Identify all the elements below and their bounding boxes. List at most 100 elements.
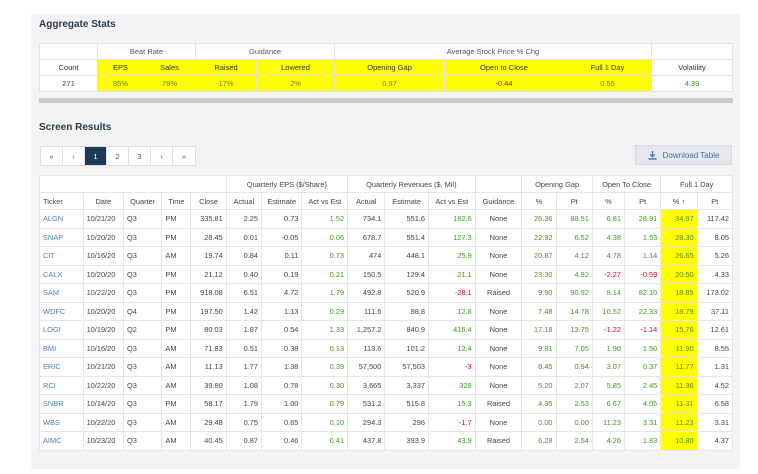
cell-ticker[interactable]: WBS	[39, 412, 84, 432]
cell-ticker[interactable]: ALGN	[39, 209, 84, 229]
cell-quarter: Q3	[123, 209, 163, 229]
cell-eps-act-vs-est: 1.52	[301, 209, 349, 229]
page-3-button[interactable]: 3	[129, 147, 151, 165]
cell-guidance: Raised	[474, 394, 523, 414]
cell-gap-pt: 6.52	[555, 227, 593, 247]
cell-time: PM	[161, 264, 192, 284]
pagination: « ‹ 1 2 3 › »	[40, 146, 196, 166]
cell-full-day-pct: 15.76	[660, 320, 698, 340]
cell-eps-actual: 0.40	[225, 264, 262, 284]
cell-otc-pct: 10.52	[591, 301, 626, 321]
first-page-button[interactable]: «	[41, 147, 63, 165]
cell-otc-pt: 4.05	[623, 394, 662, 414]
header-lowered: Lowered	[256, 59, 335, 76]
cell-time: PM	[161, 209, 192, 229]
cell-rev-estimate: 3,337	[384, 375, 429, 395]
cell-full-day-pt: 8.55	[696, 338, 734, 358]
cell-time: PM	[161, 394, 192, 414]
column-header-otc-pt: Pt	[623, 192, 662, 210]
group-full-1-day: Full 1 Day	[660, 175, 733, 193]
next-page-button[interactable]: ›	[151, 147, 173, 165]
cell-date: 10/14/20	[82, 394, 125, 414]
cell-ticker[interactable]: LOGI	[39, 320, 84, 340]
cell-close: 197.50	[190, 301, 227, 321]
cell-rev-estimate: 840.9	[384, 320, 429, 340]
cell-gap-pct: 0.00	[521, 412, 557, 432]
cell-time: AM	[161, 412, 192, 432]
cell-close: 40.45	[190, 431, 227, 451]
cell-rev-estimate: 129.4	[384, 264, 429, 284]
table-row: ALGN 10/21/20 Q3 PM 335.81 2.25 0.73 1.52 734.1 5…	[39, 209, 734, 229]
aggregate-group-empty	[39, 43, 98, 60]
aggregate-group-row: Beat Rate Guidance Average Stock Price %…	[39, 43, 733, 60]
column-header-otc-pct: %	[591, 192, 626, 210]
column-header-date: Date	[82, 192, 125, 210]
cell-rev-actual: 474	[347, 246, 386, 266]
cell-guidance: None	[474, 209, 523, 229]
prev-page-button[interactable]: ‹	[63, 147, 85, 165]
cell-ticker[interactable]: SNBR	[39, 394, 84, 414]
cell-rev-act-vs-est: 328	[427, 375, 476, 395]
cell-time: AM	[161, 375, 192, 395]
page-2-button[interactable]: 2	[107, 147, 129, 165]
download-table-button[interactable]: Download Table	[635, 145, 732, 165]
cell-otc-pt: 1.50	[623, 338, 662, 358]
cell-close: 19.74	[190, 246, 227, 266]
cell-gap-pct: 5.20	[521, 375, 557, 395]
group-avg-price-chg: Average Stock Price % Chg	[334, 43, 652, 60]
cell-otc-pct: -1.22	[591, 320, 626, 340]
cell-ticker[interactable]: WDFC	[39, 301, 84, 321]
cell-close: 71.83	[190, 338, 227, 358]
cell-rev-act-vs-est: 127.3	[427, 227, 476, 247]
results-group-row: Quarterly EPS ($/Share) Quarterly Revenu…	[39, 175, 733, 193]
column-header-rev-estimate: Estimate	[384, 192, 429, 210]
cell-eps-act-vs-est: 0.79	[301, 394, 349, 414]
cell-ticker[interactable]: SNAP	[39, 227, 84, 247]
value-lowered: 2%	[256, 75, 335, 92]
cell-rev-estimate: 98.8	[384, 301, 429, 321]
cell-ticker[interactable]: BMI	[39, 338, 84, 358]
cell-rev-act-vs-est: 416.4	[427, 320, 476, 340]
value-opening-gap: 0.97	[334, 75, 445, 92]
cell-ticker[interactable]: CALX	[39, 264, 84, 284]
group-quarterly-eps: Quarterly EPS ($/Share)	[225, 175, 349, 193]
cell-eps-actual: 0.75	[225, 412, 262, 432]
header-volatility: Volatility	[651, 59, 733, 76]
cell-date: 10/16/20	[82, 338, 125, 358]
cell-eps-estimate: 0.19	[260, 264, 303, 284]
cell-date: 10/21/20	[82, 357, 125, 377]
cell-rev-actual: 113.6	[347, 338, 386, 358]
cell-otc-pct: 6.81	[591, 209, 626, 229]
cell-eps-actual: 1.87	[225, 320, 262, 340]
cell-gap-pct: 9.90	[521, 283, 557, 303]
column-header-full-day-pct[interactable]: % ↑	[660, 192, 698, 210]
last-page-button[interactable]: »	[181, 151, 187, 161]
table-row: RCI 10/22/20 Q3 AM 39.80 1.08 0.78 0.30 3,665 3,3…	[39, 375, 734, 395]
cell-rev-actual: 150.5	[347, 264, 386, 284]
cell-eps-act-vs-est: 0.06	[301, 227, 349, 247]
cell-close: 80.03	[190, 320, 227, 340]
column-header-quarter: Quarter	[123, 192, 163, 210]
table-row: SAM 10/22/20 Q3 PM 918.08 6.51 4.72 1.79 492.8 52…	[39, 283, 734, 303]
cell-ticker[interactable]: ERIC	[39, 357, 84, 377]
cell-ticker[interactable]: RCI	[39, 375, 84, 395]
cell-full-day-pct: 11.90	[660, 338, 698, 358]
group-open-to-close: Open To Close	[591, 175, 662, 193]
cell-otc-pt: 1.14	[623, 246, 662, 266]
cell-ticker[interactable]: SAM	[39, 283, 84, 303]
value-raised: 17%	[195, 75, 257, 92]
table-row: CALX 10/20/20 Q3 PM 21.12 0.40 0.19 0.21 150.5 12…	[39, 264, 734, 284]
cell-quarter: Q3	[123, 264, 163, 284]
cell-otc-pct: 6.67	[591, 394, 626, 414]
cell-rev-actual: 734.1	[347, 209, 386, 229]
header-sales: Sales	[143, 59, 196, 76]
table-row: CIT 10/16/20 Q3 AM 19.74 0.84 0.11 0.73 474 448.1…	[39, 246, 734, 266]
page-1-button[interactable]: 1	[85, 147, 107, 165]
cell-otc-pt: 28.91	[623, 209, 662, 229]
table-row: ERIC 10/21/20 Q3 AM 11.13 1.77 1.38 0.39 57,500 5…	[39, 357, 734, 377]
cell-ticker[interactable]: CIT	[39, 246, 84, 266]
results-header-row: Ticker Date Quarter Time Close Actual Estimate…	[39, 192, 734, 210]
cell-ticker[interactable]: AIMC	[39, 431, 84, 451]
scrollbar-track[interactable]	[39, 98, 733, 103]
header-open-to-close: Open to Close	[444, 59, 564, 76]
